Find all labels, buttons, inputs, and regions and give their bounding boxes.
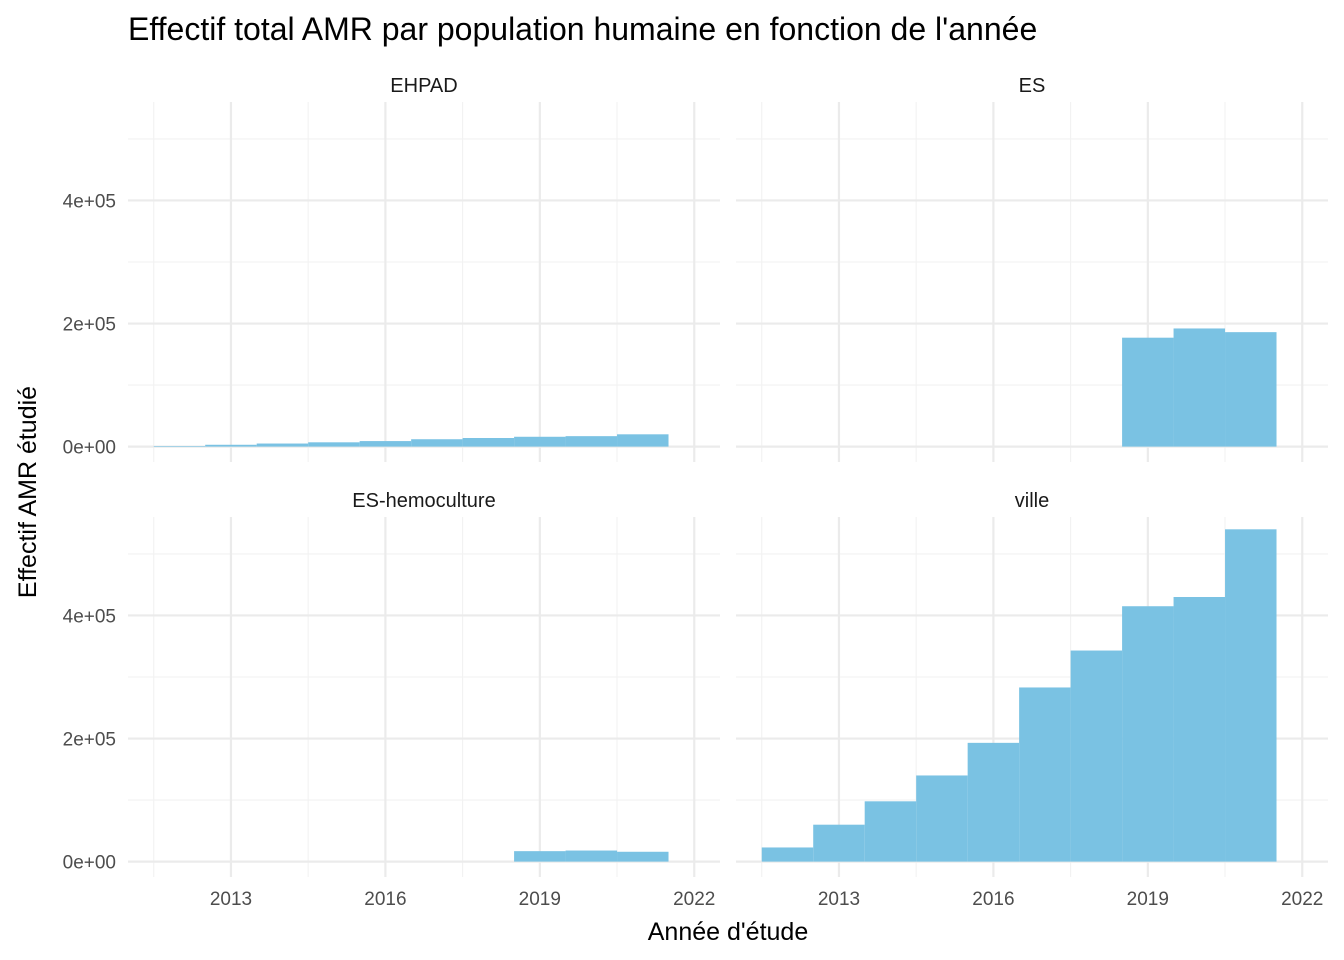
bar-es-hemoculture-2019 — [514, 851, 566, 862]
bar-ehpad-2021 — [617, 434, 669, 447]
bar-es-2019 — [1122, 337, 1174, 447]
bar-ehpad-2018 — [462, 438, 515, 447]
panel-es-hemoculture: ES-hemoculture — [128, 490, 720, 877]
bar-ehpad-2017 — [411, 439, 463, 447]
y-tick-label: 2e+05 — [63, 315, 116, 336]
bar-ville-2020 — [1173, 597, 1226, 862]
panel-es: ES — [736, 75, 1328, 462]
y-tick-label: 0e+00 — [63, 438, 116, 459]
bar-es-hemoculture-2020 — [565, 850, 618, 862]
bar-ville-2012 — [761, 847, 814, 862]
panel-ville: ville — [736, 490, 1328, 877]
bar-es-hemoculture-2021 — [617, 851, 669, 862]
panel-ehpad: EHPAD — [128, 75, 720, 462]
bar-ville-2019 — [1122, 606, 1174, 862]
bar-ehpad-2020 — [565, 436, 618, 447]
y-tick-label: 4e+05 — [63, 606, 116, 627]
panel-title-ville: ville — [1015, 490, 1049, 512]
x-tick-label: 2016 — [972, 889, 1014, 910]
y-tick-label: 0e+00 — [63, 853, 116, 874]
x-tick-label: 2013 — [210, 889, 252, 910]
bar-ehpad-2016 — [359, 441, 412, 447]
y-tick-label: 2e+05 — [63, 730, 116, 751]
bar-ehpad-2014 — [256, 443, 309, 447]
x-axis-tick-labels: 2013 2016 2019 2022 2013 2016 2019 2022 — [210, 889, 1324, 910]
x-tick-label: 2019 — [1127, 889, 1169, 910]
x-tick-label: 2022 — [673, 889, 715, 910]
chart-title: Effectif total AMR par population humain… — [128, 11, 1037, 47]
bar-ville-2017 — [1019, 687, 1071, 862]
x-tick-label: 2019 — [519, 889, 561, 910]
y-axis-title: Effectif AMR étudié — [14, 386, 42, 598]
panel-title-es: ES — [1019, 75, 1046, 97]
chart-panels: EHPAD ES ES-hemoculture ville — [128, 75, 1328, 877]
x-tick-label: 2022 — [1281, 889, 1323, 910]
bar-ville-2018 — [1070, 650, 1123, 862]
y-tick-label: 4e+05 — [63, 191, 116, 212]
x-tick-label: 2016 — [364, 889, 406, 910]
bar-ehpad-2019 — [514, 436, 566, 447]
bar-ville-2015 — [916, 775, 968, 862]
bar-ville-2013 — [813, 824, 865, 862]
bar-ehpad-2013 — [205, 444, 257, 447]
bar-ville-2021 — [1225, 529, 1277, 862]
bar-es-2021 — [1225, 332, 1277, 447]
y-axis-tick-labels: 0e+00 2e+05 4e+05 0e+00 2e+05 4e+05 — [63, 191, 116, 873]
panel-title-ehpad: EHPAD — [390, 75, 457, 97]
panel-title-es-hemoculture: ES-hemoculture — [352, 490, 495, 512]
bar-ehpad-2012 — [153, 446, 206, 447]
bar-ville-2014 — [864, 801, 917, 862]
x-tick-label: 2013 — [818, 889, 860, 910]
bar-es-2020 — [1173, 328, 1226, 447]
bar-ehpad-2015 — [308, 442, 360, 447]
bar-ville-2016 — [967, 742, 1020, 862]
x-axis-title: Année d'étude — [648, 918, 808, 946]
